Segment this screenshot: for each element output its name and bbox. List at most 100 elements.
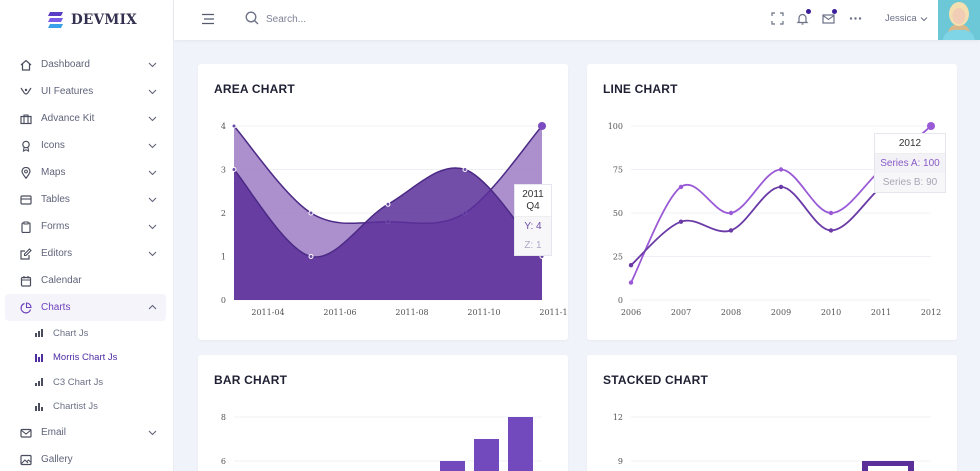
bell-icon[interactable] [796,12,809,25]
stacked-chart[interactable]: 9 12 [587,355,957,471]
sidebar-item-forms[interactable]: Forms [0,213,173,240]
submenu-item-c3-chart-js[interactable]: C3 Chart Js [0,370,173,395]
tooltip-z-value: Z: 1 [515,236,551,255]
sidebar-item-calendar[interactable]: Calendar [0,267,173,294]
tooltip-quarter: Q4 [526,201,540,212]
sidebar-item-label: Gallery [41,454,73,465]
more-icon[interactable] [849,12,862,25]
sidebar-item-editors[interactable]: Editors [0,240,173,267]
search-icon[interactable] [245,11,259,25]
y-tick-label: 100 [608,122,623,131]
sidebar-item-label: UI Features [41,86,94,97]
y-tick-label: 9 [618,457,623,466]
submenu-item-morris-chart-js[interactable]: Morris Chart Js [0,346,173,371]
area-chart[interactable]: 0 1 2 3 4 2011-04 2011-06 2011-08 2011-10 2011-12 [198,64,568,340]
bar-chart[interactable]: 68 [198,355,568,471]
sidebar-item-charts[interactable]: Charts [5,294,166,321]
sidebar-item-dashboard[interactable]: Dashboard [0,51,173,78]
x-tick-label: 2012 [921,308,941,317]
user-menu[interactable]: Jessica [885,13,928,24]
submenu-item-label: C3 Chart Js [53,376,104,388]
brand[interactable]: DEVMIX [0,0,173,40]
card-title: STACKED CHART [603,373,709,387]
menu-toggle-icon[interactable] [201,13,215,25]
chevron-down-icon [148,143,157,149]
search-input[interactable] [266,11,406,27]
fullscreen-icon[interactable] [771,12,784,25]
submenu-item-chartist-js[interactable]: Chartist Js [0,395,173,420]
sidebar-item-email[interactable]: Email [0,419,173,446]
data-point [678,219,684,224]
sidebar-item-label: Dashboard [41,59,90,70]
x-tick-label: 2011-10 [467,308,500,317]
submenu-item-chart-js[interactable]: Chart Js [0,321,173,346]
data-point [462,167,468,172]
chevron-down-icon [148,62,157,68]
sidebar-item-ui-features[interactable]: UI Features [0,78,173,105]
x-tick-label: 2007 [671,308,691,317]
data-point [231,123,237,129]
sidebar-item-icons[interactable]: Icons [0,132,173,159]
area-chart-tooltip: 2011 Q4 Y: 4 Z: 1 [514,184,552,256]
bar [508,417,533,471]
sidebar-item-label: Calendar [41,275,82,286]
area-series-z [234,167,542,300]
x-tick-label: 2010 [821,308,841,317]
data-point [778,167,784,172]
sidebar-item-gallery[interactable]: Gallery [0,446,173,471]
data-point [628,280,634,285]
award-icon [19,139,33,153]
x-tick-label: 2011-12 [539,308,568,317]
y-tick-label: 50 [613,209,623,218]
avatar[interactable] [938,0,980,40]
sidebar-item-maps[interactable]: Maps [0,159,173,186]
x-tick-label: 2011-06 [323,308,356,317]
data-point [678,184,684,190]
data-point [728,210,734,216]
y-tick-label: 4 [221,122,226,131]
tooltip-series-a: Series A: 100 [875,154,945,173]
envelope-icon[interactable] [822,12,835,25]
data-point [828,228,834,233]
bar-chart-icon [35,402,47,411]
submenu-item-label: Chartist Js [53,401,98,413]
bar [440,461,465,471]
sidebar-item-label: Email [41,427,67,438]
devmix-logo-icon [48,11,63,28]
x-tick-label: 2008 [721,308,741,317]
x-tick-label: 2011-04 [251,308,284,317]
x-tick-label: 2009 [771,308,791,317]
line-chart[interactable]: 0 25 50 75 100 2006 2007 2008 2009 2010 2011 2012 [587,64,957,340]
y-tick-label: 1 [221,253,226,262]
stacked-chart-card: STACKED CHART 9 12 [587,355,957,471]
data-point [385,201,391,207]
tooltip-series-b: Series B: 90 [875,173,945,192]
sidebar-item-tables[interactable]: Tables [0,186,173,213]
chevron-up-icon [148,304,157,310]
notification-dot [806,9,811,14]
ui-icon [19,85,33,99]
chevron-down-icon [148,116,157,122]
bar-chart-icon [35,353,47,362]
chevron-down-icon [148,430,157,436]
charts-submenu: Chart Js Morris Chart Js C3 Chart Js Cha… [0,321,173,419]
avatar-photo-icon [938,0,980,40]
bar-chart-icon [35,329,47,338]
topbar: Jessica [174,0,980,40]
calendar-icon [19,274,33,288]
y-tick-label: 0 [221,296,226,305]
brand-name: DEVMIX [71,12,138,28]
sidebar-item-advance-kit[interactable]: Advance Kit [0,105,173,132]
data-point [308,254,314,259]
chevron-down-icon [920,16,928,21]
table-icon [19,193,33,207]
chevron-down-icon [148,89,157,95]
clipboard-icon [19,220,33,234]
x-tick-label: 2006 [621,308,641,317]
data-point [728,228,734,233]
y-tick-label: 25 [613,253,623,262]
x-tick-label: 2011-08 [395,308,428,317]
chevron-down-icon [148,197,157,203]
submenu-item-label: Chart Js [53,327,89,339]
